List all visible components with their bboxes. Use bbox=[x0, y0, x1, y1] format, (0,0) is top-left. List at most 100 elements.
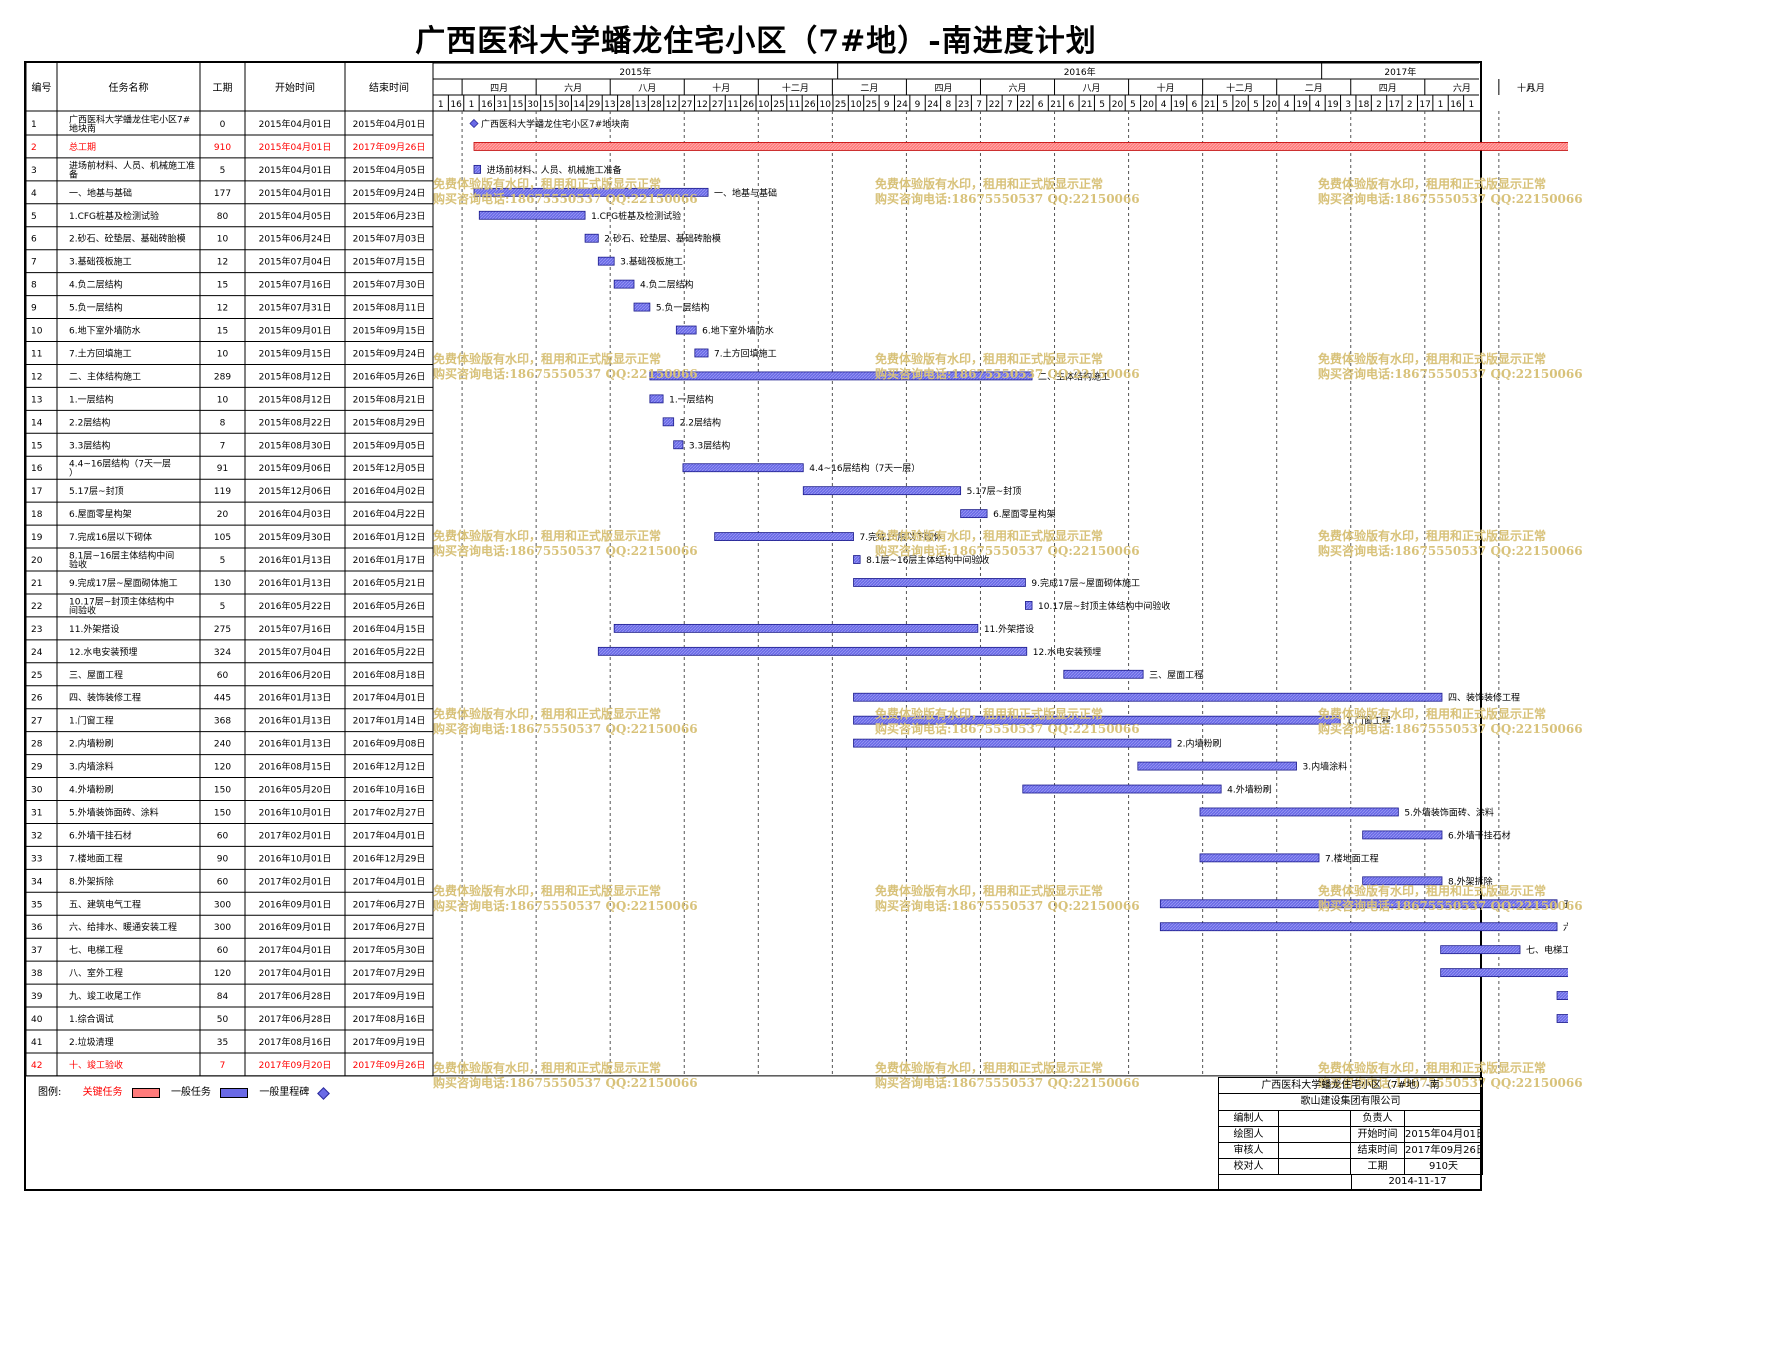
task-end: 2017年09月19日 bbox=[353, 990, 426, 1002]
task-name: 7.楼地面工程 bbox=[69, 852, 123, 864]
task-bar bbox=[1362, 830, 1443, 840]
task-start: 2015年07月31日 bbox=[259, 302, 332, 314]
task-duration: 910 bbox=[214, 143, 231, 153]
task-start: 2017年04月01日 bbox=[259, 967, 332, 979]
end-label: 结束时间 bbox=[1351, 1143, 1405, 1158]
task-bar-label: 七、电梯工程 bbox=[1526, 944, 1568, 956]
month-label: 八月 bbox=[638, 83, 656, 94]
task-id: 11 bbox=[31, 349, 42, 359]
month-label: 十二月 bbox=[782, 82, 809, 94]
task-start: 2016年01月13日 bbox=[259, 738, 332, 750]
task-id: 40 bbox=[31, 1015, 43, 1025]
task-bar-label: 3.内墙涂料 bbox=[1303, 761, 1348, 773]
drawer-value bbox=[1279, 1127, 1351, 1142]
task-id: 24 bbox=[31, 648, 43, 658]
task-duration: 275 bbox=[214, 625, 231, 635]
task-bar-label: 3.3层结构 bbox=[689, 439, 730, 451]
task-duration: 10 bbox=[217, 349, 229, 359]
task-name: 九、竣工收尾工作 bbox=[69, 990, 141, 1002]
task-start: 2015年09月15日 bbox=[259, 347, 332, 359]
task-name: 2.2层结构 bbox=[69, 416, 110, 428]
task-end: 2017年09月26日 bbox=[353, 141, 426, 153]
task-name: 八、室外工程 bbox=[69, 967, 123, 979]
task-duration: 8 bbox=[220, 418, 226, 428]
month-label: 十月 bbox=[1517, 82, 1535, 94]
task-bar bbox=[1025, 601, 1033, 610]
task-start: 2017年06月28日 bbox=[259, 1013, 332, 1025]
task-id: 6 bbox=[31, 235, 37, 245]
task-end: 2015年08月29日 bbox=[353, 416, 426, 428]
task-duration: 130 bbox=[214, 579, 231, 589]
task-bar-label: 6.外墙干挂石材 bbox=[1448, 829, 1511, 841]
task-bar-label: 4.外墙粉刷 bbox=[1227, 784, 1272, 796]
task-duration: 150 bbox=[214, 808, 231, 818]
reviewer-label: 审核人 bbox=[1219, 1143, 1279, 1158]
task-bar-label: 广西医科大学蟠龙住宅小区7#地块南 bbox=[481, 118, 629, 130]
task-end: 2016年04月02日 bbox=[353, 485, 426, 497]
task-duration: 90 bbox=[217, 854, 229, 864]
task-id: 22 bbox=[31, 602, 42, 612]
task-duration: 12 bbox=[217, 304, 228, 314]
task-bar bbox=[633, 302, 651, 312]
task-end: 2017年07月29日 bbox=[353, 967, 426, 979]
tick-label: 20 bbox=[1143, 100, 1155, 110]
task-name: 4.外墙粉刷 bbox=[69, 784, 114, 796]
table-header-1: 任务名称 bbox=[109, 81, 149, 94]
task-duration: 300 bbox=[214, 923, 231, 933]
task-duration: 84 bbox=[217, 992, 229, 1002]
chart-frame bbox=[24, 61, 1482, 1191]
task-id: 7 bbox=[31, 258, 37, 268]
duration-value: 910天 bbox=[1405, 1159, 1483, 1174]
task-id: 19 bbox=[31, 533, 43, 543]
tick-label: 16 bbox=[481, 100, 493, 110]
tick-label: 17 bbox=[1389, 100, 1400, 110]
task-start: 2017年08月16日 bbox=[259, 1036, 332, 1048]
tick-label: 1 bbox=[438, 100, 444, 110]
task-name: 二、主体结构施工 bbox=[69, 370, 141, 382]
task-id: 21 bbox=[31, 579, 42, 589]
task-end: 2017年08月16日 bbox=[353, 1013, 426, 1025]
task-name: 8.1层~16层主体结构中间验收 bbox=[69, 550, 174, 571]
task-id: 17 bbox=[31, 487, 42, 497]
tick-label: 3 bbox=[1345, 100, 1351, 110]
leader-label: 负责人 bbox=[1351, 1111, 1405, 1126]
task-duration: 7 bbox=[220, 441, 226, 451]
task-bar-label: 1.CFG桩基及检测试验 bbox=[591, 210, 681, 222]
task-bar-label: 3.基础筏板施工 bbox=[620, 256, 683, 268]
task-name: 广西医科大学蟠龙住宅小区7#地块南 bbox=[69, 113, 190, 134]
task-bar-label: 二、主体结构施工 bbox=[1038, 370, 1110, 382]
task-duration: 120 bbox=[214, 969, 231, 979]
task-bar-label: 2.2层结构 bbox=[680, 416, 721, 428]
task-bar-label: 四、装饰装修工程 bbox=[1448, 692, 1520, 704]
task-id: 20 bbox=[31, 556, 43, 566]
task-bar bbox=[694, 348, 709, 358]
tick-label: 16 bbox=[450, 100, 462, 110]
task-start: 2015年09月01日 bbox=[259, 325, 332, 337]
task-start: 2016年01月13日 bbox=[259, 554, 332, 566]
task-end: 2017年01月14日 bbox=[353, 715, 426, 727]
task-end: 2016年05月26日 bbox=[353, 370, 426, 382]
task-bar-label: 1.门窗工程 bbox=[1346, 715, 1391, 727]
page-title: 广西医科大学蟠龙住宅小区（7#地）-南进度计划 bbox=[415, 24, 1097, 59]
task-end: 2017年04月01日 bbox=[353, 875, 426, 887]
task-bar-label: 三、屋面工程 bbox=[1149, 670, 1203, 681]
task-name: 8.外架拆除 bbox=[69, 875, 114, 887]
task-bar bbox=[649, 394, 664, 404]
tick-label: 13 bbox=[635, 100, 646, 110]
tick-label: 20 bbox=[1266, 100, 1278, 110]
task-name: 六、给排水、暖通安装工程 bbox=[69, 921, 177, 933]
task-duration: 445 bbox=[214, 694, 231, 704]
tick-label: 21 bbox=[1050, 100, 1061, 110]
task-bar-label: 4.4~16层结构（7天一层） bbox=[809, 462, 920, 474]
legend-milestone-icon bbox=[316, 1086, 330, 1100]
task-bar-label: 4.负二层结构 bbox=[640, 279, 694, 291]
tick-label: 27 bbox=[681, 100, 692, 110]
task-id: 8 bbox=[31, 281, 37, 291]
task-bar bbox=[1022, 784, 1222, 794]
task-name: 6.外墙干挂石材 bbox=[69, 829, 132, 841]
task-end: 2017年06月27日 bbox=[353, 898, 426, 910]
task-start: 2017年02月01日 bbox=[259, 829, 332, 841]
tick-label: 10 bbox=[758, 100, 770, 110]
task-bar bbox=[1199, 807, 1399, 817]
task-start: 2015年04月01日 bbox=[259, 187, 332, 199]
